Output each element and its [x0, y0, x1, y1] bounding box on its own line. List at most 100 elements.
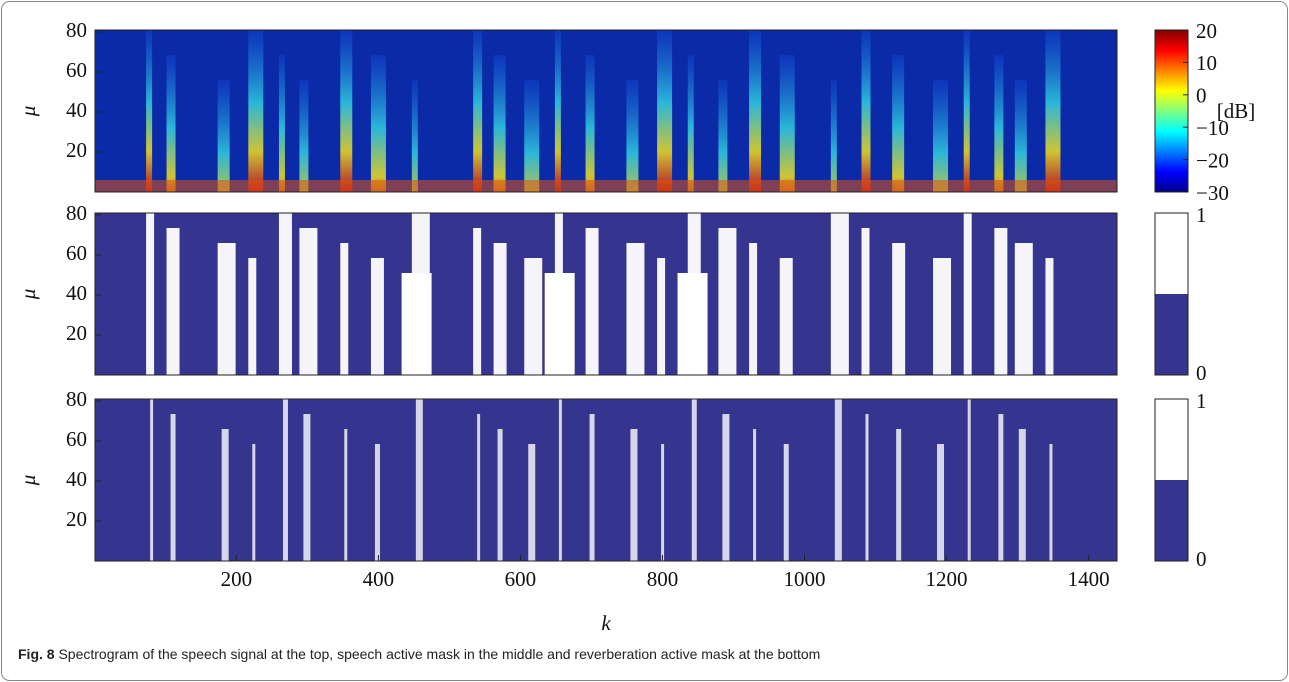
texture: [1049, 444, 1052, 606]
y-tick-label: 20: [66, 321, 87, 345]
y-label: μ: [16, 289, 40, 301]
texture: [340, 30, 352, 192]
texture: [252, 444, 255, 606]
texture: [371, 55, 386, 217]
texture: [964, 30, 970, 192]
texture: [964, 213, 972, 375]
texture: [933, 258, 951, 420]
heatmap: [95, 30, 1117, 242]
figure: 20406080μ20100−10−20−30[dB]20406080μ0120…: [0, 0, 1289, 682]
caption-text: Spectrogram of the speech signal at the …: [58, 646, 820, 662]
texture: [371, 258, 384, 420]
texture: [831, 213, 849, 375]
texture: [862, 30, 871, 192]
texture: [968, 399, 971, 561]
texture: [498, 429, 503, 591]
texture: [248, 258, 256, 420]
texture: [998, 414, 1003, 576]
texture: [994, 228, 1007, 390]
heatmap-bg: [95, 399, 1117, 561]
texture: [678, 273, 708, 375]
colorbar: [1155, 30, 1188, 192]
texture: [866, 414, 869, 576]
colorbar-tick-label: 0: [1196, 84, 1207, 108]
texture: [559, 399, 562, 561]
texture: [1045, 258, 1053, 420]
texture: [590, 414, 595, 576]
texture: [1015, 243, 1033, 405]
texture: [657, 258, 665, 420]
y-label: μ: [16, 475, 40, 487]
y-tick-label: 80: [66, 387, 87, 411]
y-tick-label: 40: [66, 467, 87, 491]
y-tick-label: 60: [66, 427, 87, 451]
texture: [722, 414, 729, 576]
colorbar-label: [dB]: [1217, 99, 1256, 123]
texture: [171, 414, 176, 576]
texture: [718, 228, 736, 390]
y-tick-label: 80: [66, 201, 87, 225]
colorbar-tick-label: −30: [1196, 181, 1229, 205]
texture: [218, 243, 236, 405]
y-tick-label: 20: [66, 507, 87, 531]
texture: [749, 30, 761, 192]
texture: [626, 243, 644, 405]
colorbar-low: [1155, 480, 1188, 561]
colorbar-low: [1155, 294, 1188, 375]
colorbar-tick-label: 10: [1196, 51, 1217, 75]
heatmap: [95, 213, 1117, 420]
y-tick-label: 80: [66, 18, 87, 42]
caption: Fig. 8 Spectrogram of the speech signal …: [18, 646, 820, 662]
texture: [692, 399, 697, 561]
texture: [586, 55, 595, 217]
x-tick-label: 400: [363, 567, 395, 591]
x-tick-label: 1200: [926, 567, 968, 591]
y-tick-label: 40: [66, 281, 87, 305]
texture: [1045, 30, 1060, 192]
colorbar-tick-label: −20: [1196, 148, 1229, 172]
texture: [994, 55, 1003, 217]
texture: [545, 273, 575, 375]
texture: [473, 30, 482, 192]
x-tick-label: 200: [221, 567, 253, 591]
colorbar-tick-label: 0: [1196, 361, 1207, 385]
texture: [780, 55, 795, 217]
texture: [299, 228, 317, 390]
texture: [1019, 429, 1026, 591]
texture: [477, 414, 480, 576]
texture: [657, 30, 672, 192]
texture: [494, 55, 506, 217]
texture: [283, 399, 288, 561]
x-tick-label: 1000: [784, 567, 826, 591]
texture: [780, 258, 793, 420]
colorbar-tick-label: 0: [1196, 547, 1207, 571]
y-tick-label: 20: [66, 138, 87, 162]
texture: [167, 55, 176, 217]
texture: [835, 399, 842, 561]
texture: [524, 258, 542, 420]
texture: [402, 273, 432, 375]
texture: [248, 30, 263, 192]
colorbar-tick-label: 1: [1196, 203, 1207, 227]
x-tick-label: 800: [647, 567, 679, 591]
colorbar-tick-label: 1: [1196, 389, 1207, 413]
texture: [586, 228, 599, 390]
texture: [892, 243, 905, 405]
texture: [167, 228, 180, 390]
texture: [416, 399, 423, 561]
x-tick-label: 1400: [1068, 567, 1110, 591]
y-tick-label: 60: [66, 58, 87, 82]
colorbar-tick-label: 20: [1196, 19, 1217, 43]
texture: [630, 429, 637, 591]
caption-label: Fig. 8: [18, 646, 55, 662]
texture: [688, 55, 694, 217]
y-tick-label: 60: [66, 241, 87, 265]
texture: [862, 228, 870, 390]
texture: [95, 180, 1117, 192]
texture: [494, 243, 507, 405]
texture: [340, 243, 348, 405]
texture: [146, 213, 154, 375]
texture: [753, 429, 756, 591]
colorbar-high: [1155, 399, 1188, 480]
colorbar-high: [1155, 213, 1188, 294]
